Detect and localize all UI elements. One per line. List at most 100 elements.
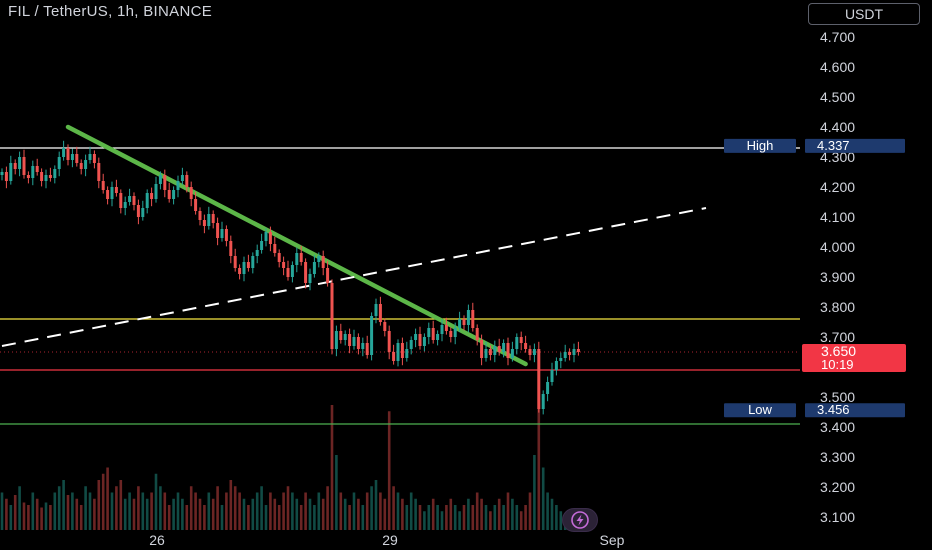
candle-body bbox=[409, 340, 413, 349]
volume-bar bbox=[31, 492, 35, 530]
volume-bar bbox=[317, 492, 321, 530]
candle-body bbox=[352, 337, 356, 346]
volume-bar bbox=[251, 498, 255, 530]
volume-bar bbox=[348, 505, 351, 530]
candle-body bbox=[207, 214, 211, 226]
volume-bar bbox=[291, 492, 294, 530]
candle-body bbox=[546, 382, 550, 394]
x-tick-label: Sep bbox=[600, 532, 625, 548]
volume-bar bbox=[313, 505, 316, 530]
volume-bar bbox=[119, 480, 123, 530]
candle-body bbox=[528, 349, 532, 355]
candle-body bbox=[550, 370, 554, 382]
candle-body bbox=[9, 163, 13, 181]
candle-body bbox=[40, 172, 44, 181]
candle-body bbox=[414, 334, 418, 340]
volume-bar bbox=[163, 492, 167, 530]
volume-bar bbox=[22, 502, 26, 530]
candle-body bbox=[57, 157, 61, 169]
volume-bar bbox=[370, 486, 373, 530]
candle-body bbox=[519, 337, 523, 343]
y-tick-label: 3.500 bbox=[820, 389, 855, 405]
candle-body bbox=[299, 253, 303, 262]
candle-body bbox=[110, 187, 114, 199]
volume-bar bbox=[88, 492, 92, 530]
currency-button[interactable]: USDT bbox=[808, 3, 920, 25]
candle-body bbox=[282, 262, 286, 268]
candle-body bbox=[13, 163, 17, 169]
candle-body bbox=[92, 154, 96, 163]
volume-bar bbox=[295, 498, 299, 530]
low-value: 3.456 bbox=[817, 402, 850, 417]
y-tick-label: 3.200 bbox=[820, 479, 855, 495]
candle-body bbox=[392, 352, 396, 361]
volume-bar bbox=[392, 486, 395, 530]
volume-bar bbox=[110, 492, 114, 530]
volume-bar bbox=[484, 505, 488, 530]
volume-bar bbox=[423, 511, 426, 530]
y-tick-label: 4.200 bbox=[820, 179, 855, 195]
candle-body bbox=[128, 196, 132, 202]
candle-body bbox=[35, 166, 39, 172]
ascending-dashed-trendline bbox=[1, 207, 707, 347]
volume-bar bbox=[528, 492, 532, 530]
volume-bar bbox=[150, 492, 153, 530]
candle-body bbox=[418, 334, 422, 346]
candle-body bbox=[510, 349, 514, 358]
volume-bar bbox=[506, 492, 510, 530]
candle-body bbox=[308, 274, 312, 283]
volume-bar bbox=[106, 467, 109, 530]
volume-bar bbox=[123, 498, 127, 530]
volume-bar bbox=[519, 511, 523, 530]
candle-body bbox=[101, 181, 105, 190]
volume-bar bbox=[159, 486, 162, 530]
volume-bar bbox=[365, 492, 369, 530]
volume-bar bbox=[550, 498, 554, 530]
flash-icon[interactable] bbox=[562, 508, 598, 532]
volume-bar bbox=[440, 511, 444, 530]
candle-body bbox=[576, 349, 580, 352]
candle-body bbox=[563, 352, 567, 358]
time-axis[interactable]: 26 29 Sep bbox=[149, 532, 624, 548]
candle-body bbox=[260, 241, 264, 250]
candle-body bbox=[251, 256, 255, 268]
candle-body bbox=[119, 193, 123, 208]
volume-bar bbox=[53, 492, 57, 530]
low-label-bg bbox=[724, 403, 796, 418]
candle-body bbox=[268, 232, 272, 244]
volume-bar bbox=[524, 505, 527, 530]
candle-body bbox=[572, 349, 576, 355]
volume-bar bbox=[379, 492, 382, 530]
volume-bar bbox=[427, 505, 431, 530]
volume-bar bbox=[66, 495, 70, 530]
current-price-value: 3.650 bbox=[821, 343, 856, 359]
candle-body bbox=[334, 331, 338, 349]
volume-bar bbox=[449, 498, 453, 530]
candle-body bbox=[370, 316, 374, 355]
volume-bar bbox=[211, 498, 215, 530]
volume-bar bbox=[97, 480, 101, 530]
volume-bar bbox=[357, 498, 360, 530]
low-value-bg bbox=[805, 403, 905, 418]
trendlines[interactable] bbox=[1, 124, 707, 367]
volume-bar bbox=[264, 505, 268, 530]
volume-bar bbox=[255, 492, 259, 530]
candle-body bbox=[475, 328, 479, 340]
candle-body bbox=[356, 337, 360, 349]
volume-bar bbox=[273, 498, 277, 530]
volume-bar bbox=[154, 473, 158, 530]
volume-bar bbox=[57, 486, 61, 530]
candle-body bbox=[158, 175, 162, 184]
volume-bar bbox=[101, 473, 105, 530]
volume-bar bbox=[203, 505, 206, 530]
volume-bar bbox=[335, 455, 338, 530]
candle-body bbox=[405, 349, 409, 358]
volume-bar bbox=[75, 498, 79, 530]
volume-bar bbox=[361, 505, 365, 530]
price-axis[interactable]: 4.700 4.600 4.500 4.400 4.300 4.200 4.100 4.000… bbox=[820, 29, 855, 525]
volume-bar bbox=[326, 486, 329, 530]
volume-bar bbox=[71, 492, 74, 530]
volume-bar bbox=[475, 492, 479, 530]
candle-body bbox=[326, 268, 330, 283]
